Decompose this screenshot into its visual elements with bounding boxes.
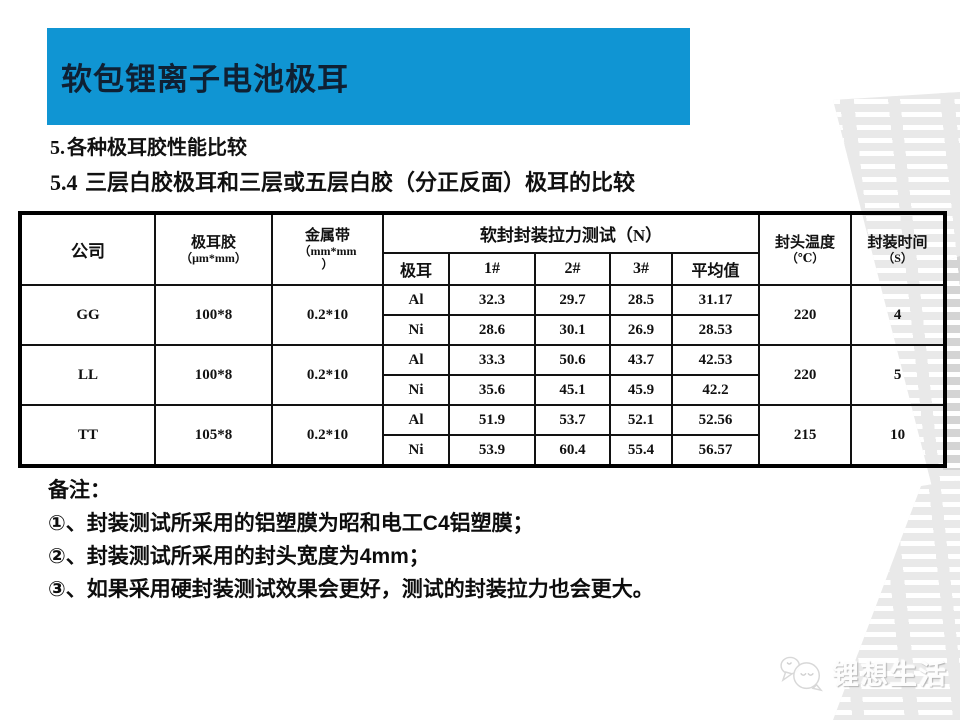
header-seal-time-label: 封装时间 [867,234,928,251]
header-sample-3: 3# [609,252,673,286]
subsection-number: 5.4 [50,170,78,195]
value-2: 29.7 [534,284,611,316]
section-text: 各种极耳胶性能比较 [67,137,247,159]
value-avg: 56.57 [670,434,761,467]
notes-block: 备注： ①、封装测试所采用的铝塑膜为昭和电工C4铝塑膜； ②、封装测试所采用的封… [48,474,654,606]
subsection-text: 三层白胶极耳和三层或五层白胶（分正反面）极耳的比较 [85,170,636,195]
tab-material: Ni [382,314,450,346]
header-tab-glue: 极耳胶 （μm*mm） [154,212,273,286]
value-3: 26.9 [609,314,673,346]
value-1: 51.9 [448,404,536,436]
note-item-2: ②、封装测试所采用的封头宽度为4mm； [48,545,430,568]
header-metal-strip: 金属带 （mm*mm ） [271,212,384,286]
company-name: TT [19,404,156,467]
tab-material: Al [382,344,450,376]
glue-size: 105*8 [154,404,273,467]
subsection-heading: 5.4 三层白胶极耳和三层或五层白胶（分正反面）极耳的比较 [50,165,635,197]
value-3: 28.5 [609,284,673,316]
table-row: Ni 35.6 45.1 45.9 42.2 [20,374,945,406]
header-tab: 极耳 [382,252,450,286]
value-3: 45.9 [609,374,673,406]
slide-title: 软包锂离子电池极耳 [61,62,349,97]
comparison-table-wrapper: 公司 极耳胶 （μm*mm） 金属带 （mm*mm ） 软封封装拉力测试（N） … [18,211,948,468]
value-avg: 42.2 [670,374,761,406]
table-row: Ni 28.6 30.1 26.9 28.53 [20,314,945,346]
seal-time: 5 [850,344,947,406]
value-2: 45.1 [534,374,611,406]
table-row: TT 105*8 0.2*10 Al 51.9 53.7 52.1 52.56 … [19,404,947,467]
seal-temp: 220 [758,344,853,406]
seal-time: 10 [850,404,947,467]
metal-size: 0.2*10 [271,284,384,346]
value-1: 28.6 [448,314,536,346]
header-seal-temp: 封头温度 （℃） [758,212,853,286]
header-tab-glue-unit: （μm*mm） [180,250,247,265]
header-seal-temp-unit: （℃） [785,250,825,265]
tab-material: Al [382,404,450,436]
value-avg: 42.53 [670,344,761,376]
tab-material: Ni [382,374,450,406]
footer-logo: 锂想生活 [779,652,948,692]
table-row: Ni 53.9 60.4 55.4 56.57 [20,434,945,467]
value-1: 35.6 [448,374,536,406]
header-metal-strip-label: 金属带 [304,228,350,244]
section-number: 5. [50,137,65,159]
header-metal-strip-unit: （mm*mm ） [298,244,357,271]
value-avg: 28.53 [670,314,761,346]
metal-size: 0.2*10 [271,344,384,406]
header-seal-time-unit: （S） [882,250,913,265]
note-item-1: ①、封装测试所采用的铝塑膜为昭和电工C4铝塑膜； [48,512,534,535]
note-item-3: ③、如果采用硬封装测试效果会更好，测试的封装拉力也会更大。 [48,578,654,601]
comparison-table: 公司 极耳胶 （μm*mm） 金属带 （mm*mm ） 软封封装拉力测试（N） … [18,211,948,468]
tab-material: Al [382,284,450,316]
value-2: 30.1 [534,314,611,346]
header-average: 平均值 [670,252,761,286]
company-name: GG [19,284,156,346]
value-2: 50.6 [534,344,611,376]
notes-title: 备注： [48,479,111,502]
value-3: 55.4 [609,434,673,467]
value-1: 33.3 [448,344,536,376]
header-pull-test: 软封封装拉力测试（N） [381,212,761,254]
section-heading: 5. 各种极耳胶性能比较 [50,131,247,160]
value-3: 43.7 [609,344,673,376]
metal-size: 0.2*10 [271,404,384,467]
value-2: 53.7 [534,404,611,436]
header-company: 公司 [19,212,156,286]
company-name: LL [19,344,156,406]
header-seal-temp-label: 封头温度 [775,234,836,251]
value-3: 52.1 [609,404,673,436]
title-banner: 软包锂离子电池极耳 [47,28,690,125]
value-avg: 52.56 [670,404,761,436]
footer-logo-text: 锂想生活 [832,659,948,690]
header-tab-glue-label: 极耳胶 [190,234,236,251]
seal-temp: 215 [758,404,853,467]
tab-material: Ni [382,434,450,467]
value-1: 53.9 [448,434,536,467]
header-sample-2: 2# [534,252,611,286]
value-2: 60.4 [534,434,611,467]
header-seal-time: 封装时间 （S） [850,212,947,286]
table-row: GG 100*8 0.2*10 Al 32.3 29.7 28.5 31.17 … [19,284,947,346]
glue-size: 100*8 [154,284,273,346]
header-sample-1: 1# [448,252,536,286]
table-row: LL 100*8 0.2*10 Al 33.3 50.6 43.7 42.53 … [19,344,947,406]
seal-temp: 220 [758,284,853,346]
value-1: 32.3 [448,284,536,316]
chat-bubble-chick-icon [780,656,824,692]
glue-size: 100*8 [154,344,273,406]
seal-time: 4 [850,284,947,346]
value-avg: 31.17 [670,284,761,316]
